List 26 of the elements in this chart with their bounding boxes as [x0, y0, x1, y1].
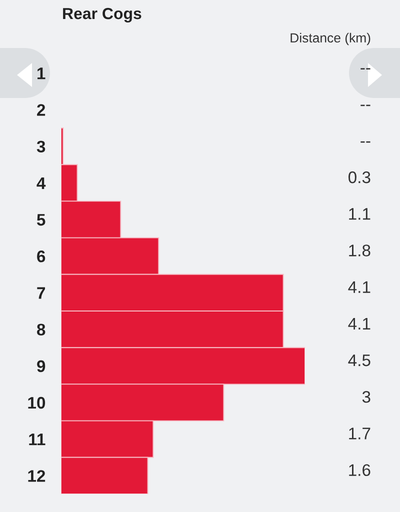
y-tick-label: 3: [36, 140, 46, 153]
text: --: [360, 104, 370, 106]
data-label: 4.1: [348, 281, 370, 293]
data-label: --: [360, 141, 370, 143]
data-label: 4.1: [348, 318, 370, 330]
data-label: 1.1: [349, 208, 370, 220]
y-tick-label: 12: [28, 470, 46, 482]
data-label: 1.6: [349, 464, 370, 476]
y-tick-label: 9: [37, 360, 46, 372]
data-label: 1.8: [349, 244, 370, 256]
y-tick-label: 5: [36, 214, 46, 226]
y-tick-label: 7: [37, 287, 45, 299]
data-label: 4.5: [348, 354, 370, 366]
data-label: 1.7: [349, 428, 370, 440]
y-tick-label: 2: [37, 104, 46, 116]
y-tick-label: 8: [36, 324, 46, 336]
text: --: [360, 68, 370, 70]
y-tick-label: 11: [29, 434, 46, 446]
data-label: 3: [362, 391, 370, 403]
y-tick-label: 10: [28, 396, 46, 409]
chart-title: Rear Cogs: [63, 8, 142, 22]
y-tick-label: 6: [37, 250, 46, 262]
text: Distance (km): [290, 32, 370, 46]
data-label: 0.3: [348, 171, 370, 184]
y-tick-label: 4: [36, 177, 46, 189]
y-tick-label: 1: [38, 68, 46, 80]
